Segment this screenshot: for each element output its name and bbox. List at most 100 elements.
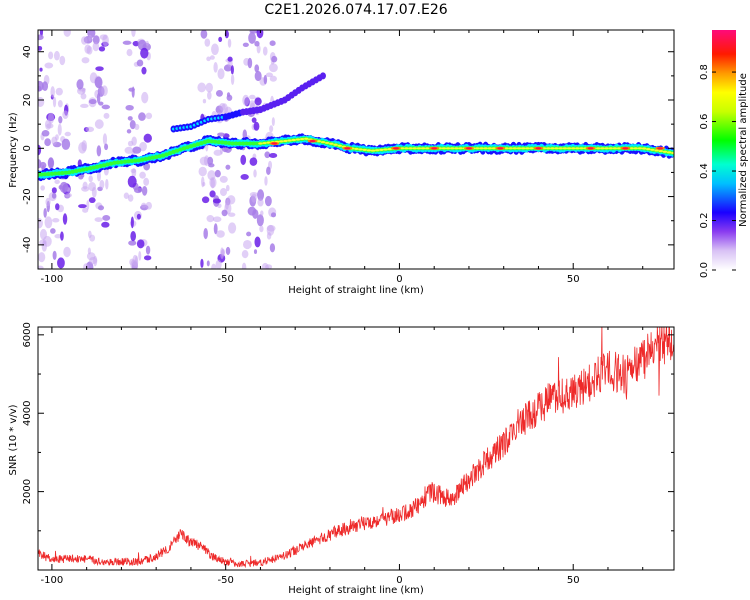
noise-blob <box>57 123 62 136</box>
noise-blob <box>123 192 130 199</box>
noise-blob <box>54 179 60 185</box>
track-segment-peak <box>658 149 663 153</box>
noise-blob <box>264 151 271 159</box>
track-segment-peak <box>420 147 426 150</box>
track-segment-core <box>56 171 62 176</box>
noise-blob <box>88 34 92 42</box>
snr-ticks: -100 -50 0 50 2000 4000 6000 <box>22 322 674 586</box>
track-segment-peak <box>362 148 367 152</box>
noise-blob <box>211 43 219 56</box>
noise-blob <box>143 133 152 143</box>
track-segment-peak <box>416 147 422 150</box>
track-segment-core <box>219 140 225 145</box>
track-segment-peak <box>320 140 326 144</box>
noise-blob <box>262 46 268 56</box>
noise-blob <box>44 119 52 130</box>
noise-blob <box>130 168 137 174</box>
track-segment-peak <box>425 147 430 150</box>
noise-blob <box>132 146 142 154</box>
track-segment-peak <box>654 149 659 152</box>
noise-blob <box>252 209 259 219</box>
noise-blob <box>86 45 93 55</box>
spectrogram-frame <box>37 29 675 270</box>
noise-blob <box>136 213 141 220</box>
noise-blob <box>48 51 54 60</box>
x-tick-label: 0 <box>396 274 402 285</box>
noise-blob <box>89 234 96 242</box>
track-segment-peak <box>316 140 322 143</box>
snr-panel: -100 -50 0 50 2000 4000 6000 Height of straigh… <box>8 322 675 596</box>
noise-blob <box>95 66 104 72</box>
noise-blob <box>101 221 110 228</box>
y-tick-label: -20 <box>22 188 33 204</box>
track-segment-peak <box>520 147 526 150</box>
noise-blob <box>257 198 264 207</box>
track-segment-core <box>132 158 138 163</box>
noise-blob <box>78 204 87 209</box>
noise-blob <box>55 87 63 96</box>
track-segment-peak <box>454 147 459 150</box>
noise-blob <box>140 47 149 59</box>
track-segment-peak <box>304 137 309 140</box>
track-segment-peak <box>650 148 655 151</box>
noise-blob <box>44 216 53 229</box>
noise-blob <box>94 76 103 89</box>
track-segment-peak <box>258 142 263 145</box>
colorbar-gradient <box>712 30 736 270</box>
hot-spot-core <box>431 147 438 150</box>
track-segment-core <box>233 141 239 146</box>
noise-blob <box>143 177 150 186</box>
noise-blob <box>38 34 44 41</box>
noise-blob <box>215 90 223 97</box>
track-segment-peak <box>550 147 555 150</box>
noise-blob <box>214 169 221 178</box>
noise-blob <box>206 56 211 62</box>
noise-blob <box>76 79 84 90</box>
track-segment-core <box>42 172 48 177</box>
noise-blob <box>39 161 47 169</box>
noise-blob <box>253 121 260 131</box>
noise-blob <box>266 225 276 232</box>
track-segment-peak <box>629 147 634 150</box>
track-segment-peak <box>337 144 342 147</box>
noise-blob <box>201 176 205 188</box>
noise-blob <box>141 91 149 104</box>
noise-blob <box>130 216 134 229</box>
track-segment-peak <box>287 139 292 142</box>
track-segment-peak <box>299 137 305 141</box>
noise-blob <box>198 166 207 177</box>
noise-blob <box>242 239 252 250</box>
noise-blob <box>247 57 253 69</box>
track-segment-peak <box>575 147 580 150</box>
noise-blob <box>130 231 137 242</box>
noise-blob <box>99 34 108 41</box>
hot-spot-core <box>344 147 351 150</box>
hot-spot-core <box>392 147 399 150</box>
hot-spot-core <box>309 139 316 143</box>
track-segment-core <box>129 159 135 164</box>
track-segment-peak <box>333 143 338 146</box>
noise-blob <box>51 192 57 199</box>
noise-blob <box>212 198 221 204</box>
track-segment-peak <box>562 147 568 150</box>
track-segment-peak <box>633 147 638 150</box>
noise-blob <box>213 149 223 156</box>
x-tick-label: -100 <box>41 575 64 586</box>
noise-blob <box>78 174 84 180</box>
track-segment-peak <box>354 147 359 151</box>
branch-segment <box>319 72 326 80</box>
noise-blob <box>126 48 133 57</box>
noise-blob <box>141 202 147 208</box>
noise-blob <box>225 199 229 210</box>
track-segment-peak <box>408 147 413 150</box>
noise-blob <box>89 256 98 265</box>
noise-blob <box>105 178 109 190</box>
noise-blob <box>96 170 101 182</box>
noise-blob <box>269 40 276 46</box>
noise-blob <box>88 98 97 105</box>
noise-blob <box>271 117 275 126</box>
track-segment-peak <box>616 147 622 150</box>
noise-blob <box>253 169 257 178</box>
track-segment-peak <box>545 147 551 150</box>
